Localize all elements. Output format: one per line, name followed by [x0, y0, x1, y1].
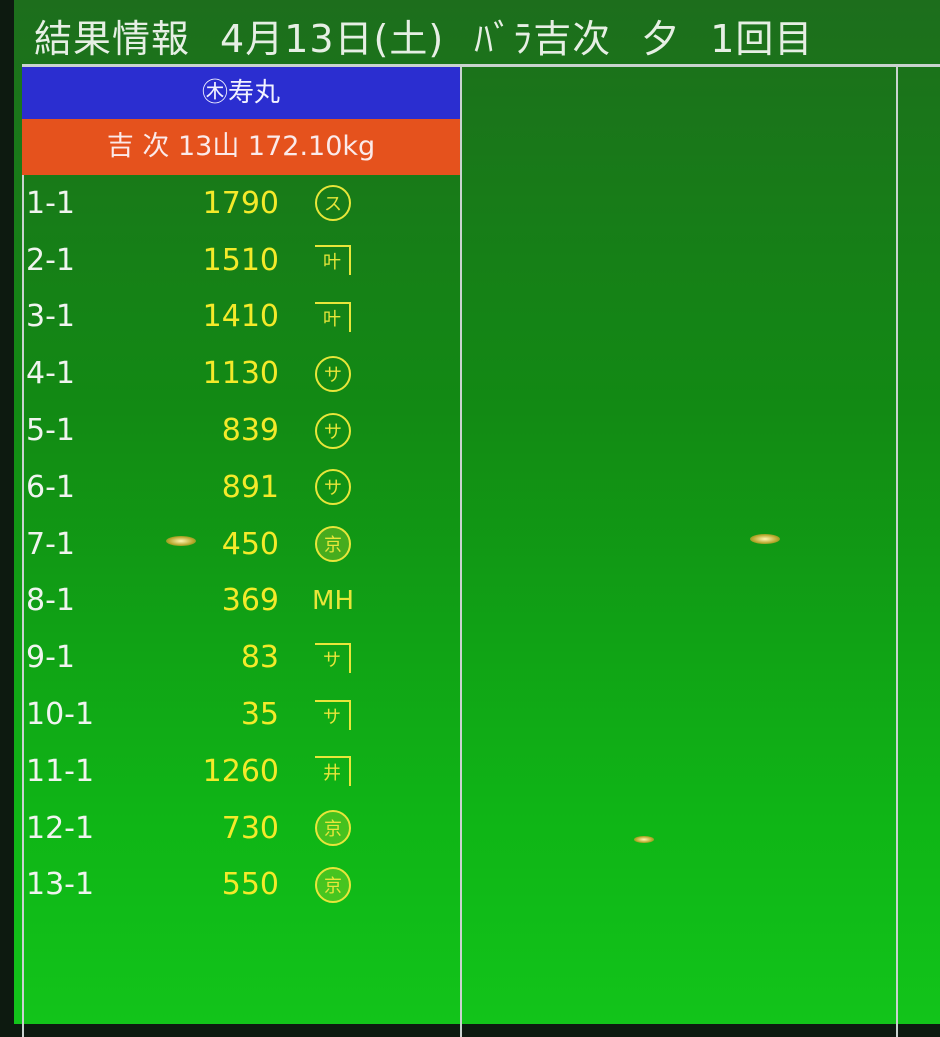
header-category: ﾊﾞﾗ吉次 [474, 17, 612, 61]
result-row: 8-1 369 MH [22, 573, 460, 630]
result-row: 3-1 1410 叶 [22, 289, 460, 346]
auction-results-screen: 結果情報 4月13日(土) ﾊﾞﾗ吉次夕 1回目 ㊍寿丸 吉 次 13山 172.10… [14, 0, 940, 1037]
header-title: 結果情報 [34, 17, 191, 61]
lot-number: 11-1 [26, 753, 95, 789]
buyer-mark: 叶 [315, 245, 351, 276]
result-row: 12-1 730 京 [22, 800, 460, 857]
screen-glare [166, 536, 196, 546]
lot-number: 2-1 [26, 242, 75, 278]
result-row: 5-1 839 サ [22, 402, 460, 459]
result-row: 13-1 550 京 [22, 857, 460, 914]
price: 550 [221, 867, 279, 903]
result-row: 11-1 1260 井 [22, 743, 460, 800]
buyer-mark: 京 [315, 526, 351, 563]
buyer-mark: サ [315, 699, 351, 730]
lot-number: 9-1 [26, 640, 75, 676]
lot-summary: 吉 次 13山 172.10kg [22, 119, 460, 175]
lot-number: 7-1 [26, 526, 75, 562]
buyer-mark: サ [315, 355, 351, 392]
result-row: 1-1 1790 ス [22, 175, 460, 232]
buyer-mark: サ [315, 469, 351, 506]
buyer-mark: サ [315, 642, 351, 673]
price: 450 [221, 526, 279, 562]
buyer-mark: ス [315, 185, 351, 222]
price: 730 [221, 810, 279, 846]
result-row: 2-1 1510 叶 [22, 232, 460, 289]
lot-number: 4-1 [26, 356, 75, 392]
buyer-mark: 京 [315, 866, 351, 903]
price: 1790 [202, 185, 279, 221]
column-divider [22, 67, 24, 1037]
results-grid [22, 64, 940, 1037]
vessel-name: ㊍寿丸 [22, 67, 460, 119]
column-divider [896, 67, 898, 1037]
result-row: 9-1 83 サ [22, 629, 460, 686]
buyer-mark: 叶 [315, 301, 351, 332]
header-round: 1回目 [710, 17, 814, 61]
buyer-mark: サ [315, 412, 351, 449]
lot-number: 3-1 [26, 299, 75, 335]
buyer-mark: 京 [315, 810, 351, 847]
lot-number: 12-1 [26, 810, 95, 846]
price: 1510 [202, 242, 279, 278]
price: 1260 [202, 753, 279, 789]
lot-number: 6-1 [26, 469, 75, 505]
price: 83 [240, 640, 279, 676]
price: 839 [221, 413, 279, 449]
screen-glare [750, 534, 780, 544]
price: 35 [240, 697, 279, 733]
price: 891 [221, 469, 279, 505]
buyer-mark: 井 [315, 756, 351, 787]
result-panel: ㊍寿丸 吉 次 13山 172.10kg 1-1 1790 ス 2-1 1510 叶 3-1… [22, 67, 460, 913]
screen-glare [634, 836, 654, 843]
price: 1410 [202, 299, 279, 335]
header-session: 夕 [641, 17, 681, 61]
result-rows: 1-1 1790 ス 2-1 1510 叶 3-1 1410 叶 4-1 1130 サ 5-1 839 サ 6… [22, 175, 460, 913]
column-divider [460, 67, 462, 1037]
buyer-mark: MH [312, 585, 354, 616]
lot-number: 13-1 [26, 867, 95, 903]
price: 1130 [202, 356, 279, 392]
header-date: 4月13日(土) [220, 17, 445, 61]
result-row: 4-1 1130 サ [22, 345, 460, 402]
header: 結果情報 4月13日(土) ﾊﾞﾗ吉次夕 1回目 [34, 8, 843, 63]
lot-number: 8-1 [26, 583, 75, 619]
result-row: 7-1 450 京 [22, 516, 460, 573]
result-row: 6-1 891 サ [22, 459, 460, 516]
lot-number: 1-1 [26, 185, 75, 221]
lot-number: 5-1 [26, 413, 75, 449]
result-row: 10-1 35 サ [22, 686, 460, 743]
price: 369 [221, 583, 279, 619]
lot-number: 10-1 [26, 697, 95, 733]
